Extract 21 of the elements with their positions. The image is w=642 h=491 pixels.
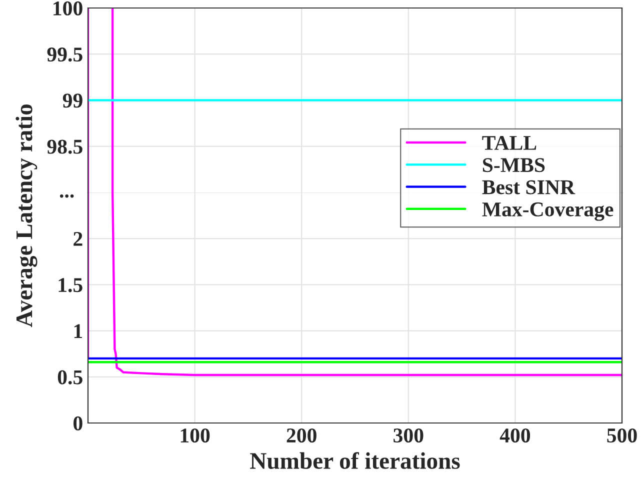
x-tick-label: 400 bbox=[500, 428, 530, 443]
x-tick-label: 300 bbox=[394, 428, 424, 443]
y-tick-label: 99 bbox=[62, 94, 82, 108]
x-tick-label: 500 bbox=[607, 428, 637, 443]
y-tick-label: 1 bbox=[74, 324, 82, 338]
y-tick-label: 2 bbox=[74, 232, 82, 246]
text: ... bbox=[60, 194, 74, 198]
y-tick-label: 1.5 bbox=[58, 278, 82, 292]
y-tick-label: 0 bbox=[74, 416, 82, 430]
y-axis-title: Average Latency ratio bbox=[16, 104, 38, 328]
legend-label: S-MBS bbox=[482, 158, 545, 172]
x-tick-label: 200 bbox=[286, 428, 316, 443]
x-tick-label: 100 bbox=[180, 428, 210, 443]
legend-label: Best SINR bbox=[482, 180, 576, 194]
y-tick-label: 99.5 bbox=[47, 48, 82, 62]
x-axis-title: Number of iterations bbox=[250, 452, 460, 469]
y-tick-label: 100 bbox=[54, 1, 82, 16]
y-tick-label: 98.5 bbox=[47, 140, 82, 154]
y-tick-label: 0.5 bbox=[58, 370, 82, 384]
legend-label: Max-Coverage bbox=[482, 202, 614, 221]
legend-label: TALL bbox=[482, 136, 536, 150]
